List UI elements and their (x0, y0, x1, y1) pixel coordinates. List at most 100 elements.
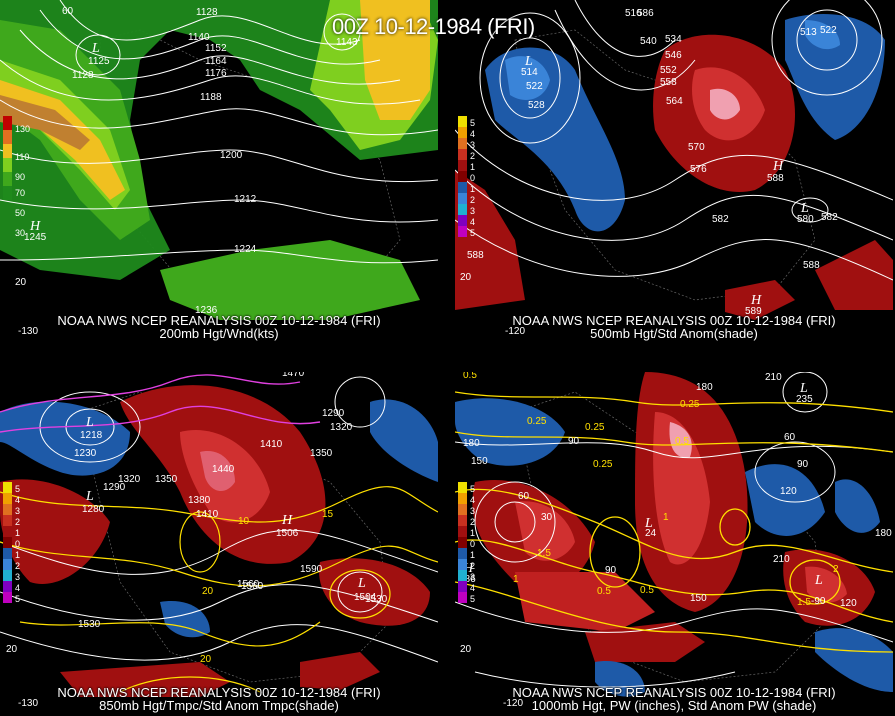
legend-swatch (3, 515, 12, 526)
legend-label: 2 (15, 561, 21, 571)
temp-label: 20 (202, 586, 214, 597)
contour-label: 1143 (336, 37, 358, 48)
legend-swatch (458, 127, 467, 138)
legend-label: 1 (470, 162, 476, 172)
pw-label: 0.25 (585, 422, 605, 433)
contour-label: 1320 (330, 422, 353, 433)
contour-label: 60 (518, 491, 530, 502)
contour-label: 558 (660, 77, 677, 88)
legend-label: 3 (470, 506, 476, 516)
legend-swatch (3, 504, 12, 515)
contour-label: 90 (605, 565, 617, 576)
legend-swatch (458, 138, 467, 149)
legend-label: 4 (15, 495, 21, 505)
legend-swatch (458, 182, 467, 193)
pressure-center-value: 235 (796, 394, 813, 405)
anom-pos-3 (200, 451, 235, 492)
anom-neg-1 (0, 401, 130, 476)
legend-850mb: 5 4 3 2 1 0 1 2 3 4 5 (3, 482, 20, 604)
legend-label: 90 (15, 172, 26, 182)
pressure-center-value: 1280 (82, 504, 105, 515)
legend-swatch (458, 581, 467, 592)
wind-shade-90-east (360, 0, 430, 120)
pressure-center-type: L (91, 41, 100, 56)
anom-neg-2 (745, 464, 825, 536)
legend-swatch (3, 548, 12, 559)
contour-label: 60 (784, 432, 796, 443)
legend-swatch (3, 537, 12, 548)
contour-label: 534 (665, 34, 682, 45)
panel-500mb: 516 522 528 586 540 534 546 552 558 564 … (455, 0, 893, 342)
legend-label: 3 (470, 206, 476, 216)
contour-label: 30 (541, 512, 553, 523)
contour-label: 588 (467, 250, 484, 261)
pressure-center-type: H (281, 513, 293, 528)
contour-label: 570 (688, 142, 705, 153)
legend-label: 1 (470, 528, 476, 538)
contour-label: 582 (821, 212, 838, 223)
anom-pos-6 (60, 662, 230, 697)
legend-label: 2 (470, 561, 476, 571)
pw-label: 0.5 (640, 585, 654, 596)
anom-pos-5 (319, 558, 430, 626)
anom-neg-2 (505, 56, 550, 100)
pw-label: 2 (833, 564, 839, 575)
contour-label: 150 (690, 593, 707, 604)
pw-label: 0.25 (680, 399, 700, 410)
legend-swatch (458, 504, 467, 515)
contour-label: 1350 (155, 474, 178, 485)
contour-label: 1560 (237, 579, 260, 590)
contour-label: 120 (780, 486, 797, 497)
contour-label: 1140 (188, 32, 210, 43)
legend-swatch (3, 592, 12, 603)
axis-label: 20 (460, 272, 472, 283)
legend-label: 4 (15, 583, 21, 593)
contour-label: 576 (690, 164, 707, 175)
legend-swatch (3, 144, 12, 158)
anom-neg-2 (370, 399, 438, 482)
legend-label: 3 (15, 506, 21, 516)
pw-contours (455, 391, 893, 653)
pressure-center-type: L (800, 201, 809, 216)
legend-swatch (3, 526, 12, 537)
legend-label: 0 (470, 539, 476, 549)
contour-label: 90 (797, 459, 809, 470)
pressure-center-type: L (357, 576, 366, 591)
contour-label: 180 (463, 438, 480, 449)
panel-1000mb: 0.5 180 210 0.25 0.25 0.5 0.25 0.25 180 … (455, 372, 893, 714)
pressure-center-value: 1218 (80, 430, 103, 441)
contour-label: 528 (528, 100, 545, 111)
legend-swatch (458, 592, 467, 603)
contour-label: 1176 (205, 68, 227, 79)
legend-label: 3 (15, 572, 21, 582)
pressure-center-value: 514 (521, 67, 538, 78)
contour-label: 582 (712, 214, 729, 225)
axis-label: -120 (503, 698, 523, 709)
anom-pos-3 (710, 88, 740, 120)
caption-source: NOAA NWS NCEP REANALYSIS 00Z 10-12-1984 … (57, 685, 381, 700)
legend-label: 4 (470, 583, 476, 593)
pressure-center-value: 186 (459, 574, 476, 585)
pressure-center-type: L (799, 381, 808, 396)
legend-swatch (458, 171, 467, 182)
anom-pos-3 (669, 422, 692, 458)
contour-label: 1410 (196, 509, 219, 520)
legend-swatch (3, 116, 12, 130)
contour-label: 1212 (234, 194, 257, 205)
legend-label: 0 (470, 173, 476, 183)
legend-label: 5 (470, 118, 476, 128)
anom-neg-1 (485, 47, 625, 232)
pw-label: 1.5 (797, 597, 811, 608)
legend-label: 3 (470, 572, 476, 582)
contour-label: 1188 (200, 92, 222, 103)
legend-swatch (3, 186, 12, 200)
legend-200mb: 130 110 90 70 50 30 (3, 116, 30, 238)
height-contours (455, 0, 893, 281)
legend-swatch (3, 172, 12, 186)
contour-label: 1530 (365, 594, 388, 605)
coastline (514, 29, 816, 301)
wind-shade-110 (0, 95, 90, 150)
map-500mb: 516 522 528 586 540 534 546 552 558 564 … (455, 0, 893, 337)
legend-label: 130 (15, 124, 31, 134)
contour-label: 1152 (205, 43, 227, 54)
